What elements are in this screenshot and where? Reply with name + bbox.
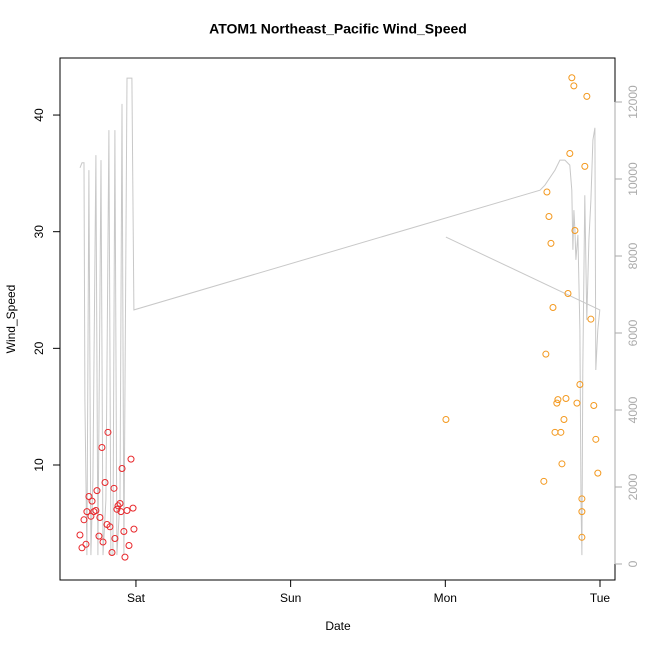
data-point: [576, 380, 584, 388]
data-point: [578, 533, 586, 541]
data-point: [130, 525, 138, 533]
data-point: [104, 428, 112, 436]
data-point: [123, 506, 131, 514]
data-point: [594, 469, 602, 477]
data-point: [545, 213, 553, 221]
data-point: [76, 531, 84, 539]
data-point: [442, 415, 450, 423]
data-point: [93, 487, 101, 495]
data-point: [129, 504, 137, 512]
y-tick-label: 20: [32, 341, 46, 355]
x-tick-label: Tue: [590, 591, 611, 605]
data-point: [557, 428, 565, 436]
x-tick-label: Sun: [280, 591, 301, 605]
data-point: [114, 502, 122, 510]
data-point: [553, 399, 561, 407]
y-tick-label: 10: [32, 458, 46, 472]
y2-tick-label: 4000: [626, 396, 640, 423]
data-point: [540, 477, 548, 485]
data-point: [578, 508, 586, 516]
y-tick-label: 30: [32, 225, 46, 239]
y2-tick-label: 12000: [626, 85, 640, 119]
data-point: [111, 534, 119, 542]
data-point: [547, 239, 555, 247]
data-point: [82, 540, 90, 548]
data-point: [95, 532, 103, 540]
data-point: [96, 513, 104, 521]
y-tick-label: 40: [32, 108, 46, 122]
x-tick-label: Mon: [434, 591, 457, 605]
data-point: [113, 505, 121, 513]
data-point: [98, 443, 106, 451]
data-point: [78, 544, 86, 552]
data-point: [583, 92, 591, 100]
data-point: [127, 455, 135, 463]
data-point: [568, 74, 576, 82]
data-point: [110, 484, 118, 492]
data-point: [570, 82, 578, 90]
data-point: [108, 548, 116, 556]
data-point: [581, 162, 589, 170]
data-point: [558, 460, 566, 468]
y2-tick-label: 0: [626, 560, 640, 567]
y2-tick-label: 2000: [626, 473, 640, 500]
data-point: [560, 415, 568, 423]
y2-tick-label: 10000: [626, 162, 640, 196]
y2-tick-label: 8000: [626, 242, 640, 269]
data-point: [125, 541, 133, 549]
data-point: [101, 478, 109, 486]
x-tick-label: Sat: [127, 591, 146, 605]
data-point: [92, 506, 100, 514]
data-point: [549, 304, 557, 312]
y2-tick-label: 6000: [626, 319, 640, 346]
plot-frame: [59, 57, 616, 581]
x-axis-label: Date: [325, 619, 351, 633]
data-point: [578, 495, 586, 503]
y-axis-label: Wind_Speed: [4, 285, 18, 354]
data-point: [543, 188, 551, 196]
data-point: [88, 497, 96, 505]
data-point: [587, 315, 595, 323]
data-point: [566, 150, 574, 158]
data-point: [120, 527, 128, 535]
data-point: [83, 508, 91, 516]
data-point: [80, 516, 88, 524]
data-point: [99, 538, 107, 546]
data-point: [116, 499, 124, 507]
data-point: [106, 523, 114, 531]
data-point: [118, 464, 126, 472]
data-point: [573, 399, 581, 407]
chart-title: ATOM1 Northeast_Pacific Wind_Speed: [209, 21, 467, 37]
data-point: [121, 553, 129, 561]
data-point: [592, 435, 600, 443]
data-point: [564, 290, 572, 298]
data-point: [590, 401, 598, 409]
data-point: [85, 492, 93, 500]
data-point: [554, 396, 562, 404]
data-point: [551, 428, 559, 436]
data-point: [562, 394, 570, 402]
data-point: [571, 227, 579, 235]
data-line: [79, 77, 601, 556]
data-point: [542, 350, 550, 358]
